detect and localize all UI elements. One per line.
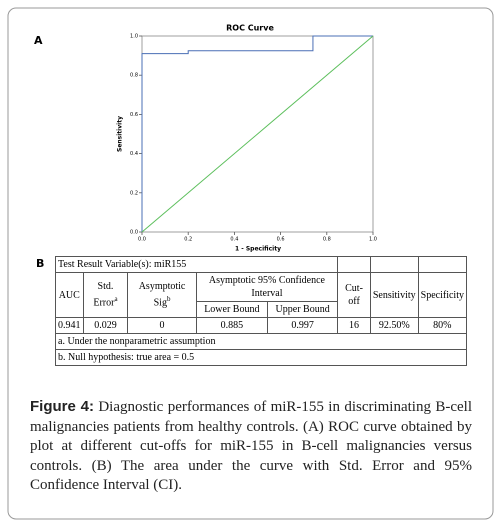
header: Specificity bbox=[417, 272, 468, 318]
y-tick-label: 0.2 bbox=[130, 190, 138, 196]
roc-line bbox=[141, 35, 374, 233]
caption: Figure 4: Diagnostic performances of miR… bbox=[30, 397, 472, 496]
x-tick-label: 0.4 bbox=[230, 237, 238, 243]
result-table: Test Result Variable(s): miR155 AUC Std.… bbox=[54, 256, 468, 366]
cell: 0.941 bbox=[55, 317, 84, 334]
x-tick-label: 0.0 bbox=[138, 237, 146, 243]
x-axis-label: 1 - Specificity bbox=[235, 246, 281, 253]
cell: 0 bbox=[127, 317, 197, 334]
cell bbox=[417, 256, 468, 273]
y-tick-label: 0.0 bbox=[130, 230, 138, 236]
y-tick-label: 0.4 bbox=[130, 151, 138, 157]
header: Asymptotic 95% Confidence Interval bbox=[195, 272, 339, 302]
caption-label: Figure 4: bbox=[30, 398, 94, 415]
footnote: b. Null hypothesis: true area = 0.5 bbox=[55, 349, 467, 366]
cell: 0.997 bbox=[267, 317, 339, 334]
x-tick-label: 0.6 bbox=[277, 237, 285, 243]
x-tick-label: 0.8 bbox=[323, 237, 331, 243]
header: Cut-off bbox=[337, 272, 371, 318]
panel-label: A bbox=[34, 34, 43, 47]
header: Upper Bound bbox=[267, 301, 339, 318]
cell: 16 bbox=[337, 317, 371, 334]
cell: 0.029 bbox=[82, 317, 129, 334]
table-title: Test Result Variable(s): miR155 bbox=[54, 256, 339, 273]
x-tick-label: 1.0 bbox=[369, 237, 377, 243]
note-mark: b bbox=[166, 295, 171, 304]
footnote: a. Under the nonparametric assumption bbox=[55, 333, 467, 350]
cell bbox=[369, 256, 419, 273]
panel-label: B bbox=[36, 257, 44, 270]
cell: 80% bbox=[417, 317, 468, 334]
roc-line bbox=[141, 35, 373, 232]
y-tick-label: 0.6 bbox=[130, 112, 138, 118]
y-axis-label: Sensitivity bbox=[117, 116, 124, 152]
cell: 92.50% bbox=[369, 317, 419, 334]
header: Asymptotic Sigb bbox=[127, 272, 197, 318]
header-text: Asymptotic Sig bbox=[138, 281, 186, 309]
header: Lower Bound bbox=[195, 301, 269, 318]
caption-text: Diagnostic performances of miR-155 in di… bbox=[30, 399, 472, 493]
header: AUC bbox=[55, 272, 84, 318]
header: Sensitivity bbox=[369, 272, 419, 318]
y-tick-label: 1.0 bbox=[130, 34, 138, 40]
header-text: Std. Error bbox=[93, 281, 115, 309]
y-tick-label: 0.8 bbox=[130, 73, 138, 79]
x-tick-label: 0.2 bbox=[184, 237, 192, 243]
note-mark: a bbox=[114, 295, 118, 304]
data-row: 0.941 0.029 0 0.885 0.997 16 92.50% 80% bbox=[55, 317, 468, 334]
header: Std. Errora bbox=[82, 272, 129, 318]
cell bbox=[337, 256, 371, 273]
chart-title: ROC Curve bbox=[226, 24, 274, 33]
cell: 0.885 bbox=[195, 317, 269, 334]
figure-frame bbox=[7, 7, 494, 520]
